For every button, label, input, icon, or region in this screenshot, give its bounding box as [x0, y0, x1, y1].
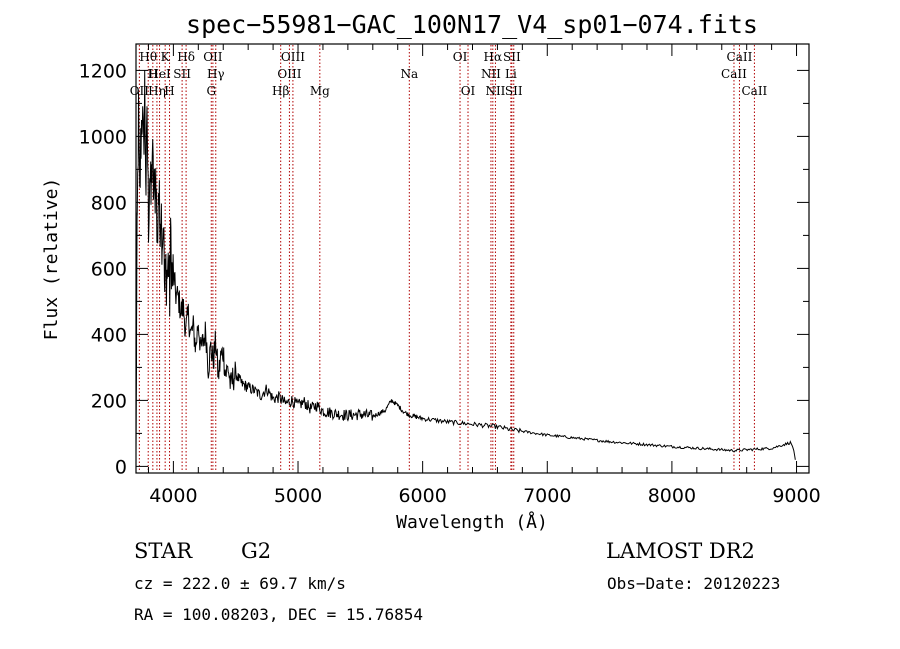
object-subclass: G2	[241, 539, 271, 563]
line-label-1: K	[161, 50, 171, 64]
line-label-5: OI	[453, 50, 468, 64]
x-tick-label-2: 6000	[398, 485, 446, 507]
line-label-8: CaII	[727, 50, 753, 64]
line-label-22: Hβ	[272, 84, 289, 98]
x-axis: 4000 5000 6000 7000 8000 9000	[147, 44, 821, 507]
x-tick-label-4: 8000	[648, 485, 696, 507]
line-label-27: CaII	[741, 84, 767, 98]
y-axis: 0 200 400 600 800 1000 1200	[79, 60, 809, 478]
line-label-19: Hη	[148, 84, 166, 98]
plot-frame	[135, 43, 810, 474]
line-label-13: OIII	[277, 67, 301, 81]
y-tick-label-4: 800	[91, 192, 127, 214]
line-label-26: SII	[505, 84, 523, 98]
x-axis-label: Wavelength (Å)	[396, 511, 548, 533]
coords-text: RA = 100.08203, DEC = 15.76854	[134, 605, 423, 624]
y-tick-label-6: 1200	[79, 60, 127, 82]
line-label-25: NII	[485, 84, 505, 98]
line-label-21: G	[206, 84, 216, 98]
series-layer	[135, 70, 796, 460]
line-label-14: Na	[400, 67, 418, 81]
line-label-16: Li	[505, 67, 517, 81]
line-label-4: OIII	[281, 50, 305, 64]
x-tick-label-1: 5000	[274, 485, 322, 507]
series-line-0	[135, 70, 796, 460]
line-label-3: OII	[203, 50, 223, 64]
y-axis-label: Flux (relative)	[41, 178, 62, 341]
y-tick-label-0: 0	[115, 456, 127, 478]
y-tick-label-3: 600	[91, 258, 127, 280]
survey-name: LAMOST DR2	[606, 539, 755, 563]
line-label-0: Hθ	[139, 50, 157, 64]
y-tick-label-1: 200	[91, 390, 127, 412]
line-label-18: OII	[130, 84, 150, 98]
line-label-23: Mg	[310, 84, 330, 98]
y-tick-label-2: 400	[91, 324, 127, 346]
x-tick-label-5: 9000	[772, 485, 820, 507]
obs-date-text: Obs−Date: 20120223	[607, 574, 780, 593]
line-label-2: Hδ	[177, 50, 195, 64]
line-label-12: Hγ	[207, 67, 225, 81]
object-class: STAR	[134, 539, 193, 563]
line-label-17: CaII	[721, 67, 747, 81]
redshift-text: cz = 222.0 ± 69.7 km/s	[134, 574, 346, 593]
line-label-11: SII	[173, 67, 191, 81]
spectral-line-markers	[138, 45, 755, 472]
x-tick-label-0: 4000	[149, 485, 197, 507]
line-label-6: Hα	[484, 50, 503, 64]
line-label-24: OI	[461, 84, 476, 98]
x-tick-label-3: 7000	[523, 485, 571, 507]
line-label-9: H	[148, 67, 158, 81]
line-label-15: NII	[481, 67, 501, 81]
y-tick-label-5: 1000	[79, 126, 127, 148]
line-label-10: HeI	[148, 67, 171, 81]
chart-title: spec−55981−GAC_100N17_V4_sp01−074.fits	[186, 10, 758, 39]
line-label-20: H	[164, 84, 174, 98]
line-label-7: SII	[503, 50, 521, 64]
